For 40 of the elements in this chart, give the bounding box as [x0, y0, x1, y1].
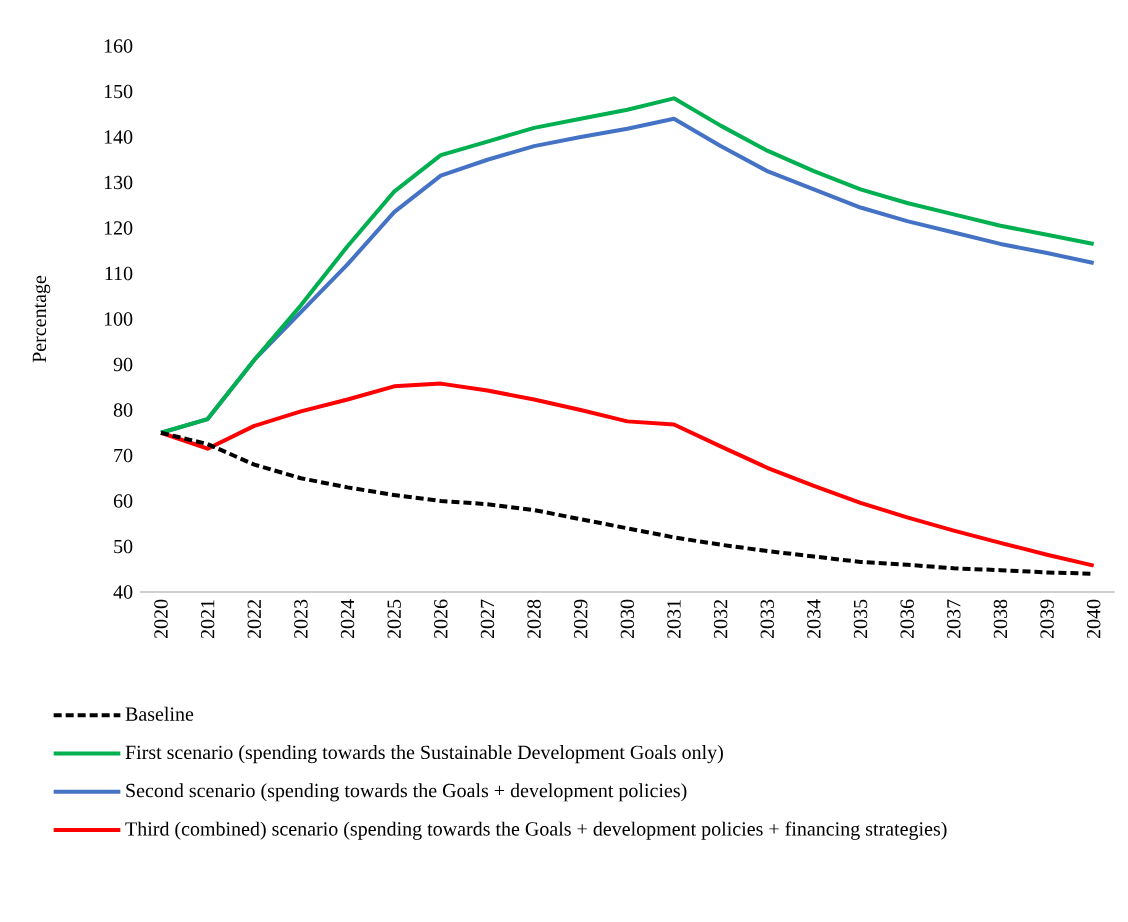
- x-tick-label: 2028: [527, 599, 541, 639]
- y-tick-label: 140: [104, 130, 133, 144]
- x-tick-label: 2021: [200, 600, 215, 639]
- x-tick-label: 2038: [993, 599, 1008, 639]
- y-tick-label: 160: [104, 39, 133, 53]
- x-tick-label: 2025: [387, 599, 401, 639]
- x-tick-label: 2031: [667, 600, 681, 639]
- y-tick-label: 40: [113, 585, 133, 599]
- legend-label: Second scenario (spending towards the Goals + development policies): [126, 783, 687, 802]
- y-tick-label: 50: [114, 539, 133, 554]
- x-tick-label: 2034: [807, 599, 821, 639]
- x-tick-label: 2036: [900, 599, 914, 639]
- x-tick-label: 2023: [294, 599, 308, 639]
- y-axis-title: Percentage: [32, 275, 51, 363]
- y-tick-label: 110: [105, 266, 133, 281]
- y-tick-label: 80: [113, 403, 133, 417]
- y-tick-label: 90: [113, 357, 133, 372]
- x-tick-label: 2032: [713, 600, 728, 639]
- legend-label: First scenario (spending towards the Sustainable Development Goals only): [125, 745, 723, 764]
- x-tick-label: 2037: [947, 599, 961, 639]
- x-tick-label: 2039: [1040, 599, 1054, 639]
- x-tick-label: 2024: [340, 599, 355, 639]
- y-tick-label: 60: [113, 494, 133, 508]
- x-tick-label: 2035: [853, 599, 868, 639]
- x-tick-label: 2029: [573, 599, 588, 639]
- x-tick-label: 2020: [154, 599, 168, 639]
- x-tick-label: 2026: [434, 599, 448, 639]
- y-tick-label: 130: [104, 175, 133, 190]
- y-tick-label: 150: [104, 84, 133, 99]
- y-tick-label: 120: [104, 221, 133, 235]
- legend-label: Baseline: [125, 706, 194, 721]
- y-tick-label: 70: [114, 448, 133, 463]
- x-tick-label: 2030: [620, 599, 635, 639]
- x-tick-label: 2040: [1086, 599, 1101, 639]
- legend-label: Third (combined) scenario (spending towards the Goals + development policies + financing strategies): [125, 821, 947, 840]
- x-tick-label: 2022: [247, 600, 261, 639]
- x-tick-label: 2033: [760, 599, 774, 639]
- x-tick-label: 2027: [480, 599, 495, 639]
- line-series: [158, 381, 1096, 568]
- y-tick-label: 100: [104, 312, 133, 326]
